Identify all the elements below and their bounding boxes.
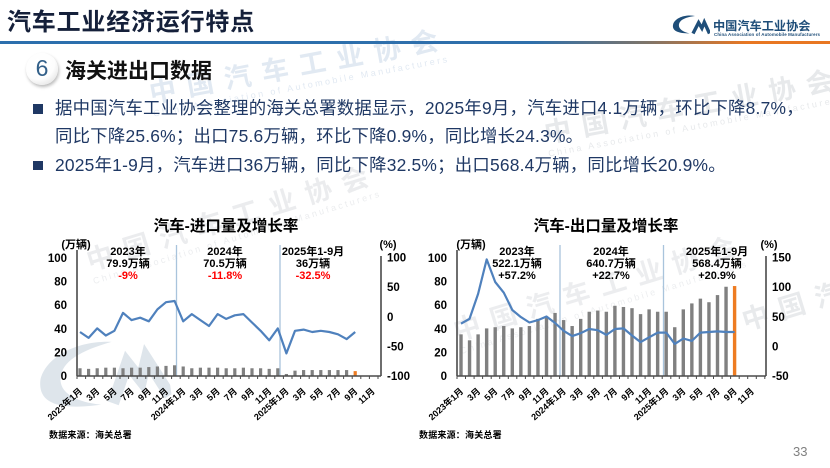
svg-text:60: 60 [54, 297, 67, 313]
svg-text:50: 50 [387, 279, 400, 295]
svg-text:+20.9%: +20.9% [698, 267, 736, 283]
svg-text:11月: 11月 [355, 385, 377, 407]
svg-text:2024年: 2024年 [207, 243, 242, 259]
svg-text:汽车-出口量及增长率: 汽车-出口量及增长率 [534, 214, 679, 236]
svg-text:100: 100 [387, 250, 406, 266]
svg-text:40: 40 [434, 321, 447, 337]
svg-text:522.1万辆: 522.1万辆 [492, 255, 542, 271]
svg-text:(万辆): (万辆) [61, 236, 91, 252]
svg-text:-50: -50 [387, 338, 404, 354]
svg-text:(%): (%) [379, 236, 396, 252]
svg-text:100: 100 [772, 279, 791, 295]
svg-text:80: 80 [434, 274, 447, 290]
svg-text:0: 0 [387, 309, 393, 325]
svg-text:0: 0 [772, 338, 778, 354]
svg-text:36万辆: 36万辆 [296, 255, 330, 271]
svg-text:80: 80 [54, 274, 67, 290]
svg-text:+57.2%: +57.2% [498, 267, 536, 283]
svg-text:100: 100 [428, 250, 447, 266]
svg-text:-32.5%: -32.5% [296, 267, 331, 283]
svg-text:2023年1月: 2023年1月 [44, 385, 85, 423]
svg-text:568.4万辆: 568.4万辆 [692, 255, 742, 271]
svg-text:汽车-进口量及增长率: 汽车-进口量及增长率 [154, 214, 299, 236]
svg-text:40: 40 [54, 321, 67, 337]
svg-text:-9%: -9% [118, 267, 138, 283]
svg-text:(万辆): (万辆) [456, 236, 486, 252]
svg-text:20: 20 [54, 344, 67, 360]
svg-text:150: 150 [772, 250, 791, 266]
svg-text:(%): (%) [760, 236, 777, 252]
svg-text:2025年1-9月: 2025年1-9月 [282, 243, 344, 259]
svg-text:640.7万辆: 640.7万辆 [586, 255, 636, 271]
svg-text:-50: -50 [772, 368, 789, 384]
svg-text:11月: 11月 [734, 385, 756, 407]
svg-text:0: 0 [441, 368, 447, 384]
svg-text:2023年: 2023年 [499, 243, 534, 259]
svg-text:2023年1月: 2023年1月 [425, 385, 466, 423]
svg-text:-100: -100 [387, 368, 410, 384]
svg-text:-11.8%: -11.8% [208, 267, 242, 283]
svg-text:60: 60 [434, 297, 447, 313]
svg-text:2023年: 2023年 [110, 243, 145, 259]
svg-text:20: 20 [434, 344, 447, 360]
svg-text:100: 100 [48, 250, 67, 266]
svg-text:2024年: 2024年 [593, 243, 628, 259]
svg-text:50: 50 [772, 309, 785, 325]
svg-text:79.9万辆: 79.9万辆 [106, 255, 149, 271]
svg-text:0: 0 [61, 368, 67, 384]
svg-text:2025年1-9月: 2025年1-9月 [686, 243, 748, 259]
svg-text:70.5万辆: 70.5万辆 [203, 255, 246, 271]
svg-text:+22.7%: +22.7% [592, 267, 630, 283]
